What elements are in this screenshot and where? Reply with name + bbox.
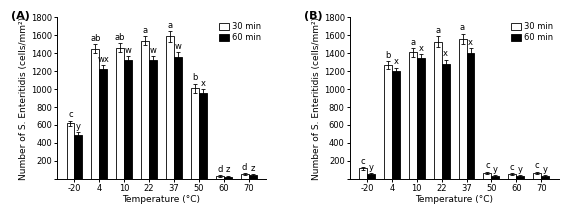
Text: y: y (493, 165, 498, 174)
Bar (384, 65, 392, 179)
Text: y: y (369, 163, 373, 172)
Text: x: x (200, 79, 205, 88)
Text: y: y (518, 165, 523, 174)
Text: c: c (68, 110, 73, 119)
Text: d: d (217, 165, 222, 174)
Text: y: y (543, 165, 548, 174)
Text: a: a (410, 37, 416, 47)
Bar (516, 176, 524, 179)
Bar (99, 68, 107, 179)
Bar (124, 60, 132, 179)
Text: b: b (192, 73, 198, 82)
Text: c: c (510, 163, 515, 172)
Bar (466, 53, 474, 179)
Bar (75, 135, 83, 179)
Text: x: x (393, 57, 398, 66)
Bar (149, 60, 157, 179)
Bar (199, 93, 207, 179)
Text: w: w (125, 46, 132, 55)
Bar (241, 174, 249, 179)
Text: d: d (242, 163, 247, 172)
Text: ab: ab (90, 34, 100, 43)
Bar (174, 57, 182, 179)
Bar (166, 36, 174, 179)
Bar (67, 123, 75, 179)
Bar (442, 64, 450, 179)
Text: c: c (535, 161, 539, 170)
Text: (B): (B) (304, 11, 322, 21)
Text: b: b (385, 51, 390, 60)
Bar (417, 58, 425, 179)
Bar (434, 42, 442, 179)
Legend: 30 min, 60 min: 30 min, 60 min (510, 22, 555, 43)
Bar (223, 177, 231, 179)
Text: w: w (149, 46, 157, 55)
Text: z: z (226, 165, 230, 174)
Bar (215, 176, 223, 179)
Bar (409, 52, 417, 179)
Text: x: x (468, 37, 473, 47)
Text: ab: ab (115, 33, 125, 42)
Text: x: x (418, 44, 424, 53)
Bar (533, 173, 541, 179)
Text: a: a (142, 26, 148, 35)
Bar (359, 169, 367, 179)
Bar (116, 48, 124, 179)
Text: y: y (76, 122, 81, 131)
Bar (459, 39, 466, 179)
Bar (483, 173, 491, 179)
Text: a: a (460, 23, 465, 32)
X-axis label: Temperature (°C): Temperature (°C) (415, 195, 493, 204)
X-axis label: Temperature (°C): Temperature (°C) (123, 195, 201, 204)
Legend: 30 min, 60 min: 30 min, 60 min (218, 22, 262, 43)
Bar (508, 174, 516, 179)
Bar (392, 71, 400, 179)
Text: w: w (174, 42, 181, 51)
Text: (A): (A) (11, 11, 30, 21)
Bar (91, 49, 99, 179)
Text: a: a (168, 20, 173, 30)
Bar (541, 176, 549, 179)
Text: a: a (435, 26, 440, 35)
Bar (249, 175, 256, 179)
Bar (191, 88, 199, 179)
Bar (367, 174, 375, 179)
Bar (491, 176, 499, 179)
Bar (141, 41, 149, 179)
Text: wx: wx (97, 54, 109, 64)
Text: c: c (485, 161, 490, 170)
Text: z: z (250, 164, 255, 173)
Y-axis label: Number of S. Enteritidis (cells/mm²): Number of S. Enteritidis (cells/mm²) (19, 17, 29, 180)
Y-axis label: Number of S. Enteritidis (cells/mm²): Number of S. Enteritidis (cells/mm²) (312, 17, 321, 180)
Text: c: c (361, 157, 365, 166)
Text: x: x (443, 49, 448, 58)
